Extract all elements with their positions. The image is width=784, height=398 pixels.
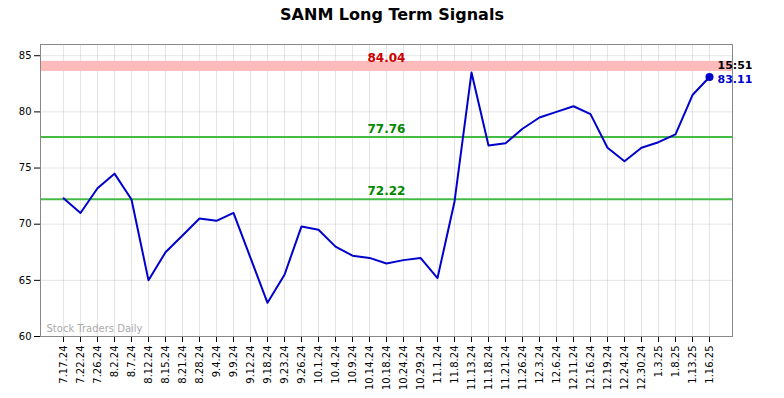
svg-text:10.9.24: 10.9.24 (347, 346, 358, 384)
svg-text:7.26.24: 7.26.24 (92, 346, 103, 384)
svg-text:10.24.24: 10.24.24 (398, 346, 409, 391)
svg-text:12.3.24: 12.3.24 (534, 346, 545, 384)
svg-text:8.2.24: 8.2.24 (109, 346, 120, 378)
svg-text:8.7.24: 8.7.24 (126, 346, 137, 378)
svg-text:11.1.24: 11.1.24 (432, 346, 443, 384)
svg-text:12.6.24: 12.6.24 (551, 346, 562, 384)
svg-text:83.11: 83.11 (718, 73, 753, 86)
svg-text:10.14.24: 10.14.24 (364, 346, 375, 391)
svg-text:Stock Traders Daily: Stock Traders Daily (47, 323, 143, 334)
svg-text:12.16.24: 12.16.24 (585, 346, 596, 391)
svg-text:7.17.24: 7.17.24 (58, 346, 69, 384)
svg-text:12.11.24: 12.11.24 (568, 346, 579, 391)
html-text:SANM Long Term Signals: SANM Long Term Signals (280, 5, 504, 24)
svg-text:9.23.24: 9.23.24 (279, 346, 290, 384)
svg-text:9.18.24: 9.18.24 (262, 346, 273, 384)
svg-text:8.15.24: 8.15.24 (160, 346, 171, 384)
svg-text:11.18.24: 11.18.24 (483, 346, 494, 391)
svg-text:11.26.24: 11.26.24 (517, 346, 528, 391)
svg-text:9.26.24: 9.26.24 (296, 346, 307, 384)
svg-text:85: 85 (19, 50, 32, 61)
svg-text:1.3.25: 1.3.25 (653, 346, 664, 378)
svg-text:1.8.25: 1.8.25 (670, 346, 681, 378)
svg-text:60: 60 (19, 331, 32, 342)
svg-text:65: 65 (19, 275, 32, 286)
svg-text:12.24.24: 12.24.24 (619, 346, 630, 391)
svg-text:12.19.24: 12.19.24 (602, 346, 613, 391)
svg-text:75: 75 (19, 162, 32, 173)
svg-text:9.4.24: 9.4.24 (211, 346, 222, 378)
svg-text:9.12.24: 9.12.24 (245, 346, 256, 384)
svg-text:7.22.24: 7.22.24 (75, 346, 86, 384)
svg-text:1.16.25: 1.16.25 (704, 346, 715, 384)
svg-text:9.9.24: 9.9.24 (228, 346, 239, 378)
svg-text:10.1.24: 10.1.24 (313, 346, 324, 384)
svg-text:10.18.24: 10.18.24 (381, 346, 392, 391)
svg-text:72.22: 72.22 (368, 184, 406, 198)
svg-text:8.28.24: 8.28.24 (194, 346, 205, 384)
svg-text:11.8.24: 11.8.24 (449, 346, 460, 384)
svg-text:11.21.24: 11.21.24 (500, 346, 511, 391)
svg-text:1.13.25: 1.13.25 (687, 346, 698, 384)
svg-text:10.4.24: 10.4.24 (330, 346, 341, 384)
svg-text:84.04: 84.04 (368, 51, 406, 65)
svg-text:15:51: 15:51 (718, 59, 753, 72)
svg-text:12.30.24: 12.30.24 (636, 346, 647, 391)
svg-text:8.12.24: 8.12.24 (143, 346, 154, 384)
svg-text:80: 80 (19, 106, 32, 117)
svg-text:77.76: 77.76 (368, 122, 406, 136)
svg-text:8.21.24: 8.21.24 (177, 346, 188, 384)
svg-text:10.29.24: 10.29.24 (415, 346, 426, 391)
svg-text:70: 70 (19, 218, 32, 229)
svg-text:11.13.24: 11.13.24 (466, 346, 477, 391)
